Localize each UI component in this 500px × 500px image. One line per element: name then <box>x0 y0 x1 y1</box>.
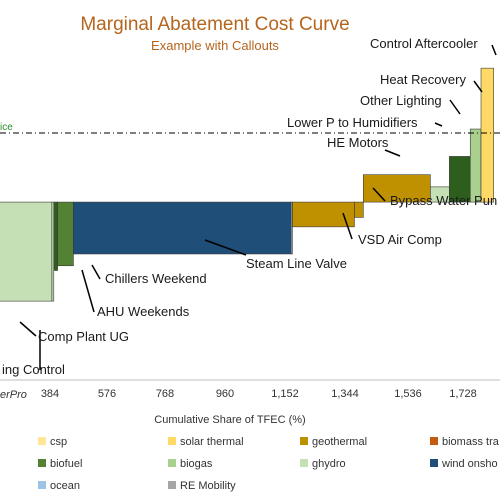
callout-label-12: Control Aftercooler <box>370 36 478 51</box>
price-line-label: ice <box>0 122 13 133</box>
callout-leader-10 <box>449 99 461 115</box>
callout-label-1: Comp Plant UG <box>38 329 129 344</box>
callout-leader-9 <box>434 122 443 127</box>
callout-label-3: Chillers Weekend <box>105 271 207 286</box>
legend-label-2: geothermal <box>312 436 367 448</box>
callout-leader-11 <box>473 80 483 93</box>
callout-leader-2 <box>81 269 95 313</box>
x-axis-label: Cumulative Share of TFEC (%) <box>154 414 305 426</box>
x-tick-3: 960 <box>216 388 234 400</box>
legend-label-3: biomass tra <box>442 436 500 448</box>
x-tick-4: 1,152 <box>271 388 299 400</box>
legend-label-0: csp <box>50 436 67 448</box>
legend-swatch-3 <box>430 437 438 445</box>
legend-swatch-9 <box>168 481 176 489</box>
callout-leader-4 <box>204 239 247 256</box>
legend-label-4: biofuel <box>50 458 82 470</box>
legend-label-9: RE Mobility <box>180 480 236 492</box>
legend-swatch-2 <box>300 437 308 445</box>
legend-swatch-6 <box>300 459 308 467</box>
bar-5 <box>290 201 293 255</box>
callouts-layer: ing Control Comp Plant UG AHU Weekends Chil… <box>2 36 497 377</box>
legend-swatch-1 <box>168 437 176 445</box>
bar-11 <box>469 128 482 203</box>
bars-layer <box>0 67 494 302</box>
legend-swatch-0 <box>38 437 46 445</box>
callout-leader-7 <box>372 187 386 202</box>
chart-subtitle: Example with Callouts <box>151 38 279 53</box>
callout-label-7: Bypass Water Pun <box>390 193 497 208</box>
bar-7 <box>354 201 364 218</box>
callout-leader-3 <box>91 264 101 280</box>
legend-swatch-7 <box>430 459 438 467</box>
x-tick-2: 768 <box>156 388 174 400</box>
legend-label-1: solar thermal <box>180 436 244 448</box>
x-tick-5: 1,344 <box>331 388 359 400</box>
x-tick-0: 384 <box>41 388 59 400</box>
callout-label-2: AHU Weekends <box>97 304 190 319</box>
bar-12 <box>480 67 494 203</box>
bar-8 <box>362 174 431 203</box>
x-tick-1: 576 <box>98 388 116 400</box>
callout-leader-1 <box>19 321 37 337</box>
legend-label-6: ghydro <box>312 458 346 470</box>
callout-label-4: Steam Line Valve <box>246 256 347 271</box>
callout-leader-6 <box>342 212 353 240</box>
legend-label-5: biogas <box>180 458 213 470</box>
x-axis: 384 576 768 960 1,152 1,344 1,536 1,728 <box>0 379 500 400</box>
callout-label-6: VSD Air Comp <box>358 232 442 247</box>
legend-swatch-5 <box>168 459 176 467</box>
bar-0 <box>0 201 53 302</box>
callout-label-0: ing Control <box>2 362 65 377</box>
callout-label-8: HE Motors <box>327 135 389 150</box>
callout-label-9: Lower P to Humidifiers <box>287 115 418 130</box>
callout-leader-12 <box>491 44 497 56</box>
callout-leader-8 <box>384 149 401 157</box>
legend-label-7: wind onsho <box>441 458 498 470</box>
legend: csp solar thermal geothermal biomass tra bio… <box>38 436 500 492</box>
price-line-layer: ice <box>0 122 500 134</box>
x-tick-6: 1,536 <box>394 388 422 400</box>
legend-label-8: ocean <box>50 480 80 492</box>
legend-swatch-4 <box>38 459 46 467</box>
legend-swatch-8 <box>38 481 46 489</box>
chart-title: Marginal Abatement Cost Curve <box>80 14 349 35</box>
callout-label-10: Other Lighting <box>360 93 442 108</box>
bar-4 <box>73 201 292 255</box>
chart-credit: erPro <box>0 389 27 401</box>
bar-2 <box>53 201 58 271</box>
bar-3 <box>57 201 74 267</box>
bar-6 <box>292 201 355 228</box>
callout-label-11: Heat Recovery <box>380 72 466 87</box>
x-tick-7: 1,728 <box>449 388 477 400</box>
